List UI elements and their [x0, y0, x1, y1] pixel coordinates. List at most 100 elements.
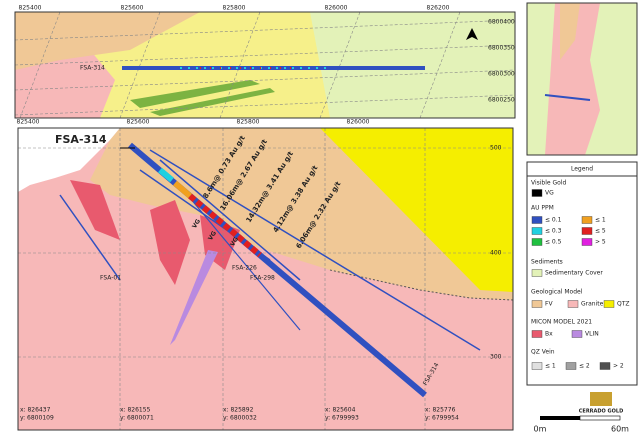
- coord-x: x: 825776: [425, 407, 456, 414]
- inset-hole: [544, 94, 591, 101]
- legend-swatch: [531, 216, 543, 224]
- plan-grid: [19, 11, 61, 119]
- inset-map: [526, 2, 638, 156]
- plan-y-label: 6800350: [488, 45, 515, 52]
- legend-item: FV: [545, 301, 553, 308]
- legend-heading: Sediments: [531, 259, 563, 266]
- plan-x-label: 826200: [427, 5, 450, 12]
- plan-grid: [419, 11, 461, 119]
- legend-swatch: [531, 238, 543, 246]
- plan-y-label: 6800300: [488, 71, 515, 78]
- drillhole: [159, 159, 301, 281]
- section-vlin: [170, 250, 218, 345]
- legend-heading: QZ Vein: [531, 349, 555, 356]
- assay-mid: [173, 180, 192, 199]
- coord-x: x: 825604: [325, 407, 356, 414]
- plan-frame: [14, 11, 516, 119]
- section-bx: [70, 180, 120, 240]
- legend-item: > 2: [613, 363, 624, 370]
- legend: Legend Visible Gold VG AU PPM ≤ 0.1 ≤ 1 ≤ 0.3…: [526, 161, 638, 386]
- legend-item: Granite: [581, 301, 604, 308]
- coord-x: x: 826437: [20, 407, 51, 414]
- plan-x-label: 826000: [347, 119, 370, 126]
- plan-y-label: 6800250: [488, 97, 515, 104]
- legend-frame: [526, 161, 638, 386]
- scale-bar: [579, 415, 621, 421]
- legend-swatch: [531, 362, 543, 370]
- plan-x-label: 825600: [127, 119, 150, 126]
- coord-x: x: 826155: [120, 407, 151, 414]
- coord-x: x: 825892: [223, 407, 254, 414]
- inset-frame: [526, 2, 638, 156]
- legend-swatch: [581, 238, 593, 246]
- coord-y: y: 6799954: [425, 415, 459, 422]
- section-qtz: [320, 128, 513, 292]
- section-frame: [17, 127, 514, 431]
- hole-label: FSA-298: [250, 275, 275, 282]
- legend-item: ≤ 1: [545, 363, 556, 370]
- legend-item: Bx: [545, 331, 553, 338]
- legend-item: ≤ 5: [595, 228, 606, 235]
- scale-bar: [540, 416, 580, 420]
- drillhole: [149, 149, 481, 351]
- plan-grid: [219, 11, 261, 119]
- plan-grid: [319, 11, 361, 119]
- drillhole: [174, 179, 301, 331]
- legend-heading: Geological Model: [531, 289, 583, 296]
- legend-swatch: [581, 216, 593, 224]
- legend-heading: MICON MODEL 2021: [531, 319, 592, 326]
- legend-item: VG: [545, 190, 554, 197]
- legend-item: ≤ 2: [579, 363, 590, 370]
- plan-grid: [14, 94, 516, 116]
- plan-grid: [119, 11, 161, 119]
- plan-sediment: [310, 12, 515, 118]
- inset-granite: [545, 3, 600, 155]
- plan-x-label: 825600: [121, 5, 144, 12]
- plan-y-label: 6800400: [488, 19, 515, 26]
- plan-x-label: 825800: [237, 119, 260, 126]
- contact-line: [329, 269, 514, 301]
- legend-heading: Visible Gold: [531, 180, 566, 187]
- legend-swatch: [531, 189, 543, 197]
- elevation-label: 400: [490, 250, 502, 257]
- logo-mark: [590, 392, 612, 406]
- legend-swatch: [599, 362, 611, 370]
- north-arrow: [466, 28, 478, 40]
- scale-end: 60m: [611, 425, 629, 434]
- plan-x-label: 825800: [223, 5, 246, 12]
- legend-swatch: [531, 269, 543, 277]
- scale-start: 0m: [534, 425, 547, 434]
- legend-item: Sedimentary Cover: [545, 270, 603, 277]
- plan-x-label: 825400: [17, 119, 40, 126]
- legend-swatch: [567, 300, 579, 308]
- plan-grid: [14, 69, 516, 91]
- plan-x-label: 825400: [19, 5, 42, 12]
- inset-fv: [560, 3, 580, 60]
- elevation-label: 500: [490, 145, 502, 152]
- section-air: [18, 128, 120, 192]
- coord-y: y: 6800109: [20, 415, 54, 422]
- plan-hole-label: FSA-314: [80, 65, 105, 72]
- logo-text: CERRADO GOLD: [579, 409, 624, 415]
- legend-title: Legend: [571, 166, 593, 173]
- legend-item: QTZ: [617, 301, 630, 308]
- plan-x-label: 826000: [325, 5, 348, 12]
- legend-item: ≤ 1: [595, 217, 606, 224]
- legend-swatch: [531, 330, 543, 338]
- legend-swatch: [565, 362, 577, 370]
- vg-label: VG: [229, 236, 240, 248]
- drillhole: [59, 194, 121, 281]
- plan-vein: [130, 80, 260, 108]
- legend-swatch: [603, 300, 615, 308]
- assay-high: [188, 193, 262, 258]
- plan-vein: [150, 88, 275, 116]
- legend-swatch: [531, 300, 543, 308]
- assay-low: [158, 167, 174, 183]
- legend-swatch: [581, 227, 593, 235]
- coord-y: y: 6800071: [120, 415, 154, 422]
- legend-item: ≤ 0.1: [545, 217, 562, 224]
- plan-map: 825400 825600 825800 826000 826200 825400 8256…: [14, 5, 516, 126]
- footer: CERRADO GOLD 0m 60m: [534, 392, 629, 434]
